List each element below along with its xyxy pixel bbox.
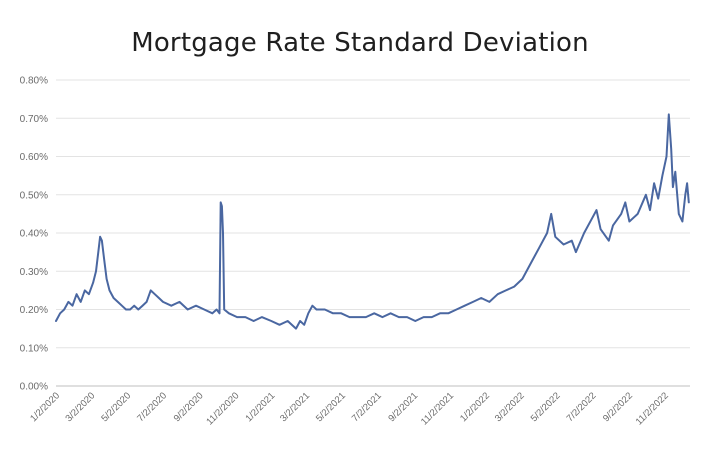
- y-tick-label: 0.10%: [20, 343, 48, 354]
- x-tick-label: 11/2/2022: [634, 390, 671, 427]
- y-tick-label: 0.40%: [20, 229, 48, 240]
- chart-title: Mortgage Rate Standard Deviation: [131, 28, 589, 58]
- series-group: [55, 113, 690, 330]
- x-tick-label: 9/2/2021: [386, 390, 420, 424]
- x-tick-label: 11/2/2021: [419, 390, 456, 427]
- series-line: [55, 113, 690, 330]
- y-tick-label: 0.20%: [20, 305, 48, 316]
- x-tick-label: 5/2/2022: [529, 390, 563, 424]
- x-tick-label: 11/2/2020: [204, 390, 241, 427]
- x-tick-label: 9/2/2022: [601, 390, 635, 424]
- x-tick-label: 1/2/2021: [243, 390, 277, 424]
- x-tick-label: 5/2/2021: [314, 390, 348, 424]
- y-tick-label: 0.30%: [20, 267, 48, 278]
- y-tick-label: 0.50%: [20, 190, 48, 201]
- x-tick-label: 9/2/2020: [172, 390, 206, 424]
- x-axis: 1/2/2020 3/2/2020 5/2/2020 7/2/2020 9/2/2020…: [28, 390, 671, 427]
- x-tick-label: 7/2/2022: [565, 390, 599, 424]
- x-tick-label: 1/2/2020: [28, 390, 62, 424]
- y-tick-label: 0.80%: [20, 76, 48, 87]
- grid-lines: [56, 79, 690, 387]
- y-axis: 0.00% 0.10% 0.20% 0.30% 0.40% 0.50% 0.60% 0.70%…: [20, 76, 48, 393]
- x-tick-label: 3/2/2021: [278, 390, 312, 424]
- x-tick-label: 5/2/2020: [99, 390, 133, 424]
- y-tick-label: 0.70%: [20, 114, 48, 125]
- x-tick-label: 3/2/2020: [63, 390, 97, 424]
- y-tick-label: 0.00%: [20, 382, 48, 393]
- x-tick-label: 7/2/2021: [350, 390, 384, 424]
- x-tick-label: 1/2/2022: [458, 390, 492, 424]
- x-tick-label: 7/2/2020: [135, 390, 169, 424]
- x-tick-label: 3/2/2022: [493, 390, 527, 424]
- y-tick-label: 0.60%: [20, 152, 48, 163]
